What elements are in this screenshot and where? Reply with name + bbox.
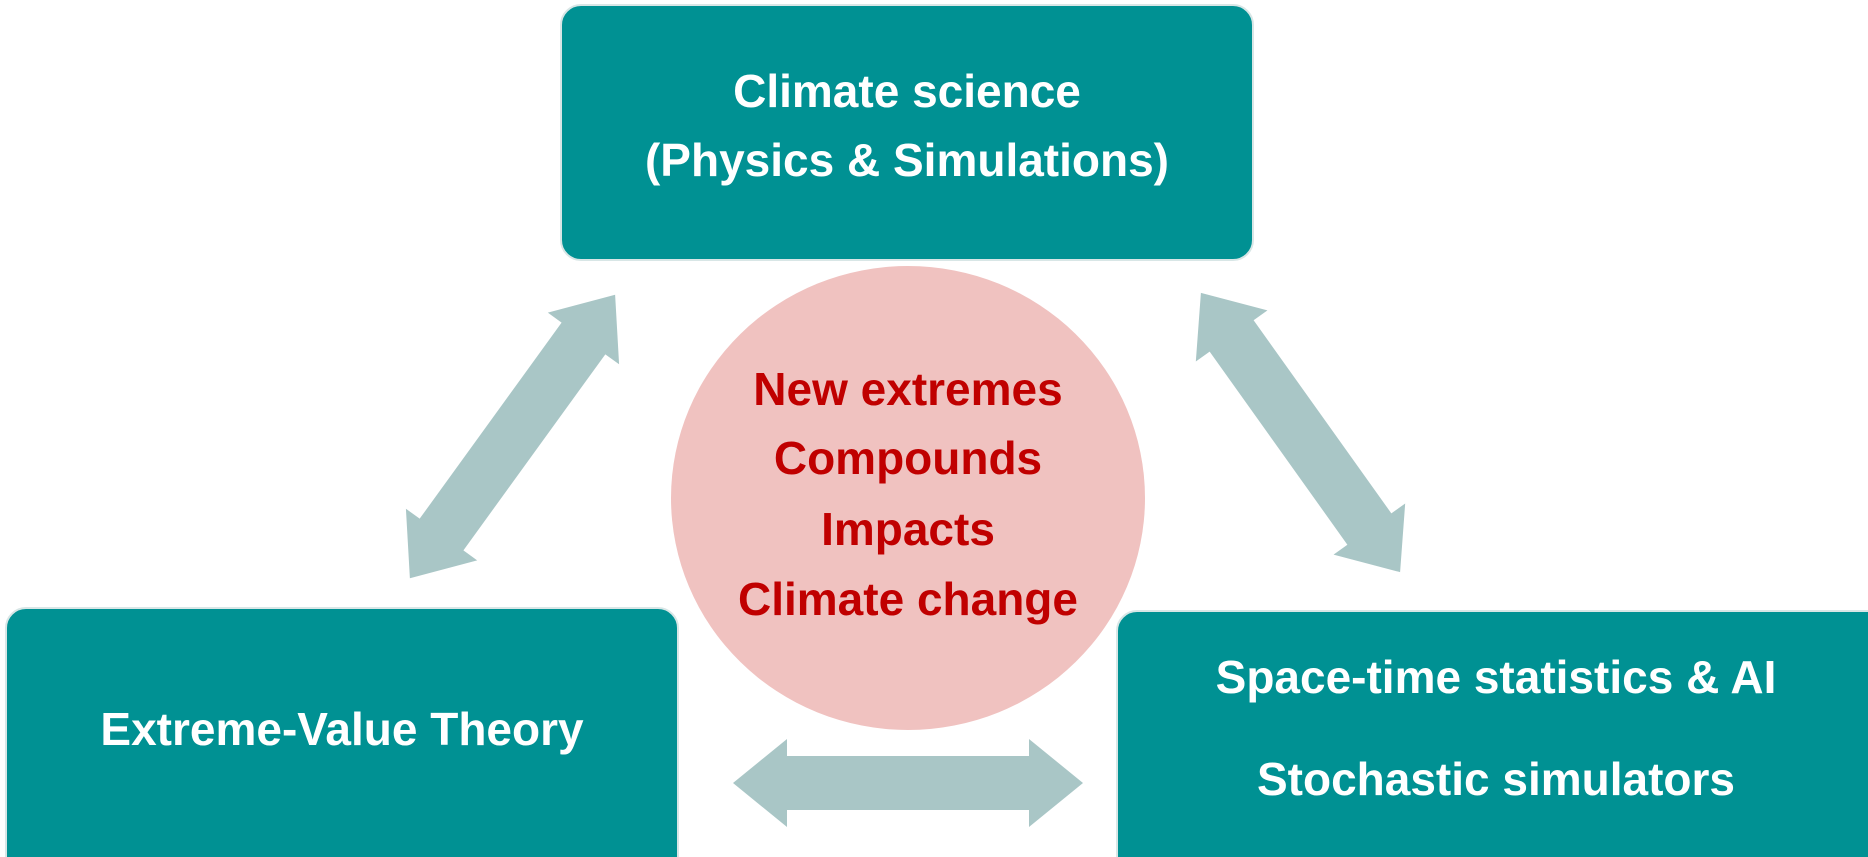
arrow-bottom — [733, 739, 1083, 827]
center-line: Compounds — [774, 432, 1042, 484]
center-circle — [671, 266, 1145, 730]
right-line: Space-time statistics & AI — [1216, 651, 1777, 703]
center-line: New extremes — [753, 363, 1062, 415]
right-box — [1116, 610, 1868, 857]
right-line: Stochastic simulators — [1257, 753, 1735, 805]
arrow-right — [1165, 267, 1436, 598]
top-line: Climate science — [733, 65, 1081, 117]
top-box — [560, 4, 1254, 261]
arrow-left — [374, 268, 651, 605]
center-line: Impacts — [821, 503, 995, 555]
left-label: Extreme-Value Theory — [100, 703, 584, 755]
top-line: (Physics & Simulations) — [645, 134, 1169, 186]
left-box — [5, 607, 679, 857]
center-line: Climate change — [738, 573, 1078, 625]
